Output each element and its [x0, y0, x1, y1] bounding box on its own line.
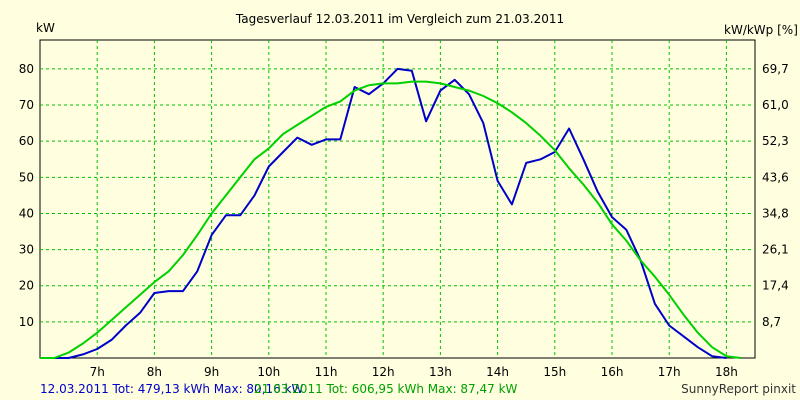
x-tick-label: 18h — [715, 365, 738, 379]
y-axis-label-left: kW — [36, 21, 55, 35]
plot-area — [39, 39, 756, 359]
y-tick-label-right: 17,4 — [762, 279, 789, 293]
footer-series-1-summary: 12.03.2011 Tot: 479,13 kWh Max: 80,16 kW — [40, 382, 304, 396]
grid-lines — [40, 40, 755, 358]
y-tick-label-right: 8,7 — [762, 315, 781, 329]
footer-series-2-summary: 21.03.2011 Tot: 606,95 kWh Max: 87,47 kW — [254, 382, 518, 396]
x-tick-label: 8h — [147, 365, 162, 379]
x-tick-label: 9h — [204, 365, 219, 379]
tick-labels: 7h 8h 9h 10h 11h 12h 13h 14h 15h 16h 17h 18h 10 8,7 20… — [19, 62, 789, 379]
x-tick-label: 11h — [315, 365, 338, 379]
y-tick-label-right: 34,8 — [762, 206, 789, 220]
x-tick-label: 13h — [429, 365, 452, 379]
y-tick-label-left: 80 — [19, 62, 34, 76]
y-tick-label-left: 20 — [19, 279, 34, 293]
y-tick-label-right: 26,1 — [762, 243, 789, 257]
y-tick-label-left: 10 — [19, 315, 34, 329]
chart-title: Tagesverlauf 12.03.2011 im Vergleich zum… — [235, 12, 564, 26]
x-tick-label: 14h — [486, 365, 509, 379]
series-group — [40, 67, 741, 359]
y-tick-label-left: 70 — [19, 98, 34, 112]
x-tick-label: 16h — [601, 365, 624, 379]
y-tick-label-right: 43,6 — [762, 170, 789, 184]
y-tick-label-left: 50 — [19, 170, 34, 184]
footer-credit: SunnyReport pinxit — [681, 382, 796, 396]
y-tick-label-left: 40 — [19, 206, 34, 220]
y-axis-label-right: kW/kWp [%] — [724, 23, 798, 37]
y-tick-label-right: 52,3 — [762, 134, 789, 148]
y-tick-label-left: 30 — [19, 243, 34, 257]
y-tick-label-right: 69,7 — [762, 62, 789, 76]
y-tick-label-left: 60 — [19, 134, 34, 148]
x-tick-label: 7h — [90, 365, 105, 379]
x-tick-label: 17h — [658, 365, 681, 379]
x-tick-label: 10h — [257, 365, 280, 379]
x-tick-label: 15h — [543, 365, 566, 379]
series-line-2 — [40, 80, 741, 359]
x-tick-label: 12h — [372, 365, 395, 379]
series-line-1 — [40, 67, 727, 359]
y-tick-label-right: 61,0 — [762, 98, 789, 112]
